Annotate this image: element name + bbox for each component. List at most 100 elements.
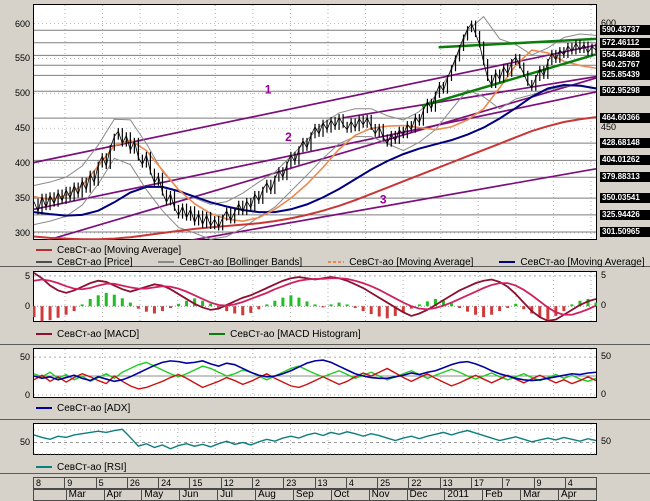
legend-marker-line [499, 261, 516, 263]
panel-divider [0, 266, 650, 267]
price-level-label: 540.25767 [600, 60, 650, 71]
day-axis-cell: 26 [126, 477, 159, 489]
day-axis-cell: 22 [408, 477, 440, 489]
price-level-label: 301.50965 [600, 226, 650, 237]
day-axis-cell: 12 [220, 477, 252, 489]
date-axis-months: Mar Apr May Jun Jul Aug Sep Oct Nov Dec 2011 Feb Mar… [33, 489, 597, 501]
price-level-label: 464.60366 [600, 113, 650, 124]
legend-label: СевСт-ао [Moving Average] [520, 256, 645, 268]
legend-marker-line [209, 333, 226, 335]
month-axis-cell: Feb [482, 489, 521, 501]
legend-marker-line [36, 333, 52, 335]
month-axis-cell: Aug [255, 489, 293, 501]
month-axis-cell: Mar [520, 489, 559, 501]
price-level-label: 554.48488 [600, 50, 650, 61]
main-price-chart[interactable]: 1 2 3 [33, 4, 597, 240]
legend-marker-line [158, 261, 175, 263]
month-axis-cell: Jun [179, 489, 218, 501]
day-axis-cell: 15 [189, 477, 221, 489]
day-axis-cell: 13 [314, 477, 346, 489]
panel-divider [0, 344, 650, 345]
month-axis-cell-empty [33, 489, 66, 501]
price-level-label: 379.88313 [600, 172, 650, 183]
price-level-label: 525.85439 [600, 70, 650, 81]
adx-left-axis-tick: 50 [19, 352, 30, 363]
day-axis-cell: 9 [64, 477, 96, 489]
legend-label: СевСт-ао [MACD Histogram] [230, 328, 361, 340]
adx-panel[interactable] [33, 348, 597, 398]
day-axis-cell: 8 [33, 477, 65, 489]
main-left-axis-tick: 350 [14, 193, 30, 204]
legend-item: СевСт-ао [Price] [36, 257, 132, 268]
price-level-label: 404.01262 [600, 155, 650, 166]
legend-item: СевСт-ао [Moving Average] [36, 245, 181, 256]
legend-marker-line [36, 407, 52, 409]
main-chart-legend-row-1: СевСт-ао [Moving Average] [36, 244, 181, 256]
main-left-axis-tick: 300 [14, 228, 30, 239]
macd-legend: СевСт-ао [MACD] СевСт-ао [MACD Histogram] [36, 328, 361, 340]
day-axis-cell: 24 [158, 477, 190, 489]
legend-marker-line [36, 261, 52, 263]
month-axis-cell: Apr [558, 489, 597, 501]
main-left-axis-tick: 550 [14, 53, 30, 64]
month-axis-cell: Nov [368, 489, 407, 501]
main-left-axis-tick: 450 [14, 123, 30, 134]
month-axis-cell: Apr [103, 489, 142, 501]
svg-text:2: 2 [285, 130, 292, 144]
price-level-label: 350.03541 [600, 193, 650, 204]
month-axis-cell: Mar [65, 489, 104, 501]
rsi-right-axis-tick: 50 [601, 436, 612, 447]
price-level-label: 502.95298 [600, 86, 650, 97]
adx-left-axis-tick: 0 [24, 389, 30, 400]
legend-label: СевСт-ао [RSI] [57, 461, 127, 473]
svg-text:1: 1 [265, 82, 272, 96]
legend-label: СевСт-ао [MACD] [57, 328, 140, 340]
legend-item: СевСт-ао [Moving Average] [328, 257, 473, 268]
adx-right-axis-tick: 50 [601, 351, 612, 362]
legend-label: СевСт-ао [Moving Average] [349, 256, 474, 268]
rsi-legend: СевСт-ао [RSI] [36, 461, 126, 473]
macd-left-axis-tick: 5 [24, 270, 30, 281]
legend-label: СевСт-ао [Moving Average] [57, 244, 182, 256]
legend-label: СевСт-ао [Bollinger Bands] [179, 256, 303, 268]
main-left-axis-tick: 400 [14, 158, 30, 169]
month-axis-cell: Sep [292, 489, 331, 501]
main-left-axis-tick: 500 [14, 88, 30, 99]
main-chart-legend-row-2: СевСт-ао [Price] СевСт-ао [Bollinger Band… [36, 256, 645, 268]
main-right-axis-tick: 450 [601, 122, 617, 133]
day-axis-cell: 9 [533, 477, 565, 489]
adx-right-axis-tick: 0 [601, 388, 607, 399]
macd-panel[interactable] [33, 271, 597, 322]
legend-marker-line [36, 249, 52, 251]
month-axis-cell: Dec [406, 489, 445, 501]
legend-marker-line [328, 261, 345, 263]
month-axis-cell: May [141, 489, 180, 501]
day-axis-cell: 2 [251, 477, 284, 489]
legend-label: СевСт-ао [ADX] [57, 402, 131, 414]
day-axis-cell: 4 [345, 477, 378, 489]
rsi-left-axis-tick: 50 [19, 437, 30, 448]
panel-divider [0, 419, 650, 420]
macd-right-axis-tick: 5 [601, 269, 607, 280]
legend-item: СевСт-ао [Moving Average] [499, 256, 645, 268]
month-axis-cell: Oct [330, 489, 369, 501]
day-axis-cell: 23 [283, 477, 315, 489]
macd-right-axis-tick: 0 [601, 300, 607, 311]
legend-marker-line [36, 466, 52, 468]
panel-divider [0, 473, 650, 474]
day-axis-cell: 5 [95, 477, 127, 489]
day-axis-cell: 25 [377, 477, 409, 489]
macd-left-axis-tick: 0 [24, 301, 30, 312]
month-axis-cell: Jul [217, 489, 256, 501]
main-right-axis-tick: 600 [601, 17, 617, 28]
price-level-label: 590.43737 [600, 25, 650, 36]
main-left-axis-tick: 600 [14, 18, 30, 29]
adx-legend: СевСт-ао [ADX] [36, 402, 130, 414]
price-level-label: 325.94426 [600, 209, 650, 220]
rsi-panel[interactable] [33, 423, 597, 455]
day-axis-cell: 4 [564, 477, 598, 489]
legend-item: СевСт-ао [RSI] [36, 462, 126, 473]
svg-text:3: 3 [380, 193, 387, 207]
legend-item: СевСт-ао [MACD Histogram] [209, 328, 361, 340]
